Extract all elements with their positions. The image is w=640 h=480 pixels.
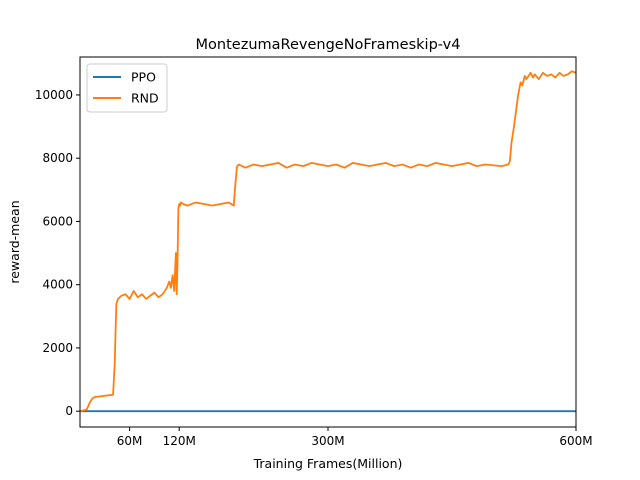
x-tick-label: 300M [311,434,344,448]
x-axis: 60M 120M 300M 600M [117,427,593,448]
x-tick-label: 60M [117,434,143,448]
y-axis: 0 2000 4000 6000 8000 10000 [35,88,80,418]
y-tick-label: 2000 [42,341,73,355]
x-axis-label: Training Frames(Million) [253,456,403,471]
legend-label-rnd: RND [131,91,159,106]
x-tick-label: 600M [559,434,592,448]
legend-label-ppo: PPO [131,70,156,85]
legend: PPO RND [86,63,168,113]
y-tick-label: 8000 [42,151,73,165]
y-axis-label: reward-mean [7,200,22,283]
y-tick-label: 4000 [42,278,73,292]
series-line-rnd [80,70,576,413]
y-tick-label: 6000 [42,214,73,228]
y-tick-label: 0 [65,404,73,418]
y-tick-label: 10000 [35,88,73,102]
chart-title: MontezumaRevengeNoFrameskip-v4 [196,37,461,53]
x-tick-label: 120M [163,434,196,448]
